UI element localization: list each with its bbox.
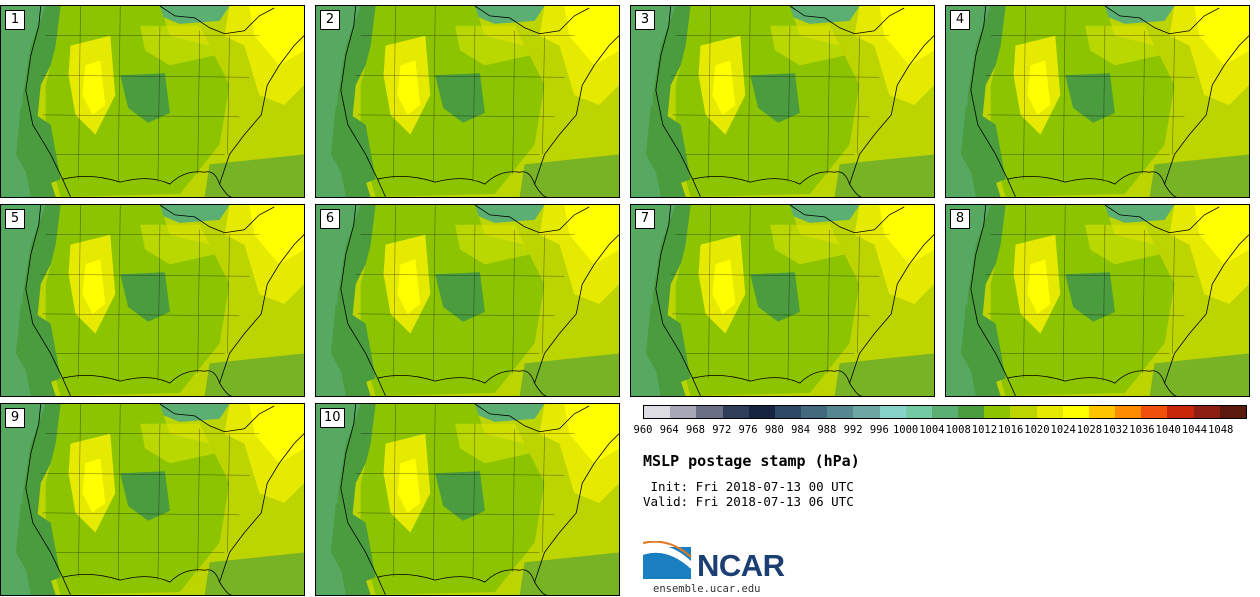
mslp-map <box>316 205 619 396</box>
member-number-label: 8 <box>950 209 970 229</box>
colorbar-tick: 996 <box>869 424 889 436</box>
colorbar-tick: 1012 <box>971 424 998 436</box>
colorbar-tick: 988 <box>817 424 837 436</box>
colorbar-tick: 972 <box>712 424 732 436</box>
member-number-label: 3 <box>635 10 655 30</box>
colorbar-swatch <box>722 406 749 418</box>
member-panel: 10 <box>315 403 620 596</box>
mslp-map <box>316 6 619 197</box>
colorbar-tick: 1048 <box>1208 424 1234 436</box>
member-panel: 9 <box>0 403 305 596</box>
colorbar-swatch <box>1062 406 1089 418</box>
colorbar-swatch <box>1088 406 1116 418</box>
colorbar-swatch <box>670 406 697 418</box>
colorbar-swatch <box>748 406 775 418</box>
ncar-logo-text: NCAR <box>697 548 785 583</box>
colorbar-swatch <box>827 406 854 418</box>
colorbar-tick: 992 <box>843 424 863 436</box>
member-number-label: 7 <box>635 209 655 229</box>
colorbar-swatch <box>774 406 802 418</box>
colorbar-swatch <box>984 406 1011 418</box>
valid-time-label: Valid: Fri 2018-07-13 06 UTC <box>643 494 854 509</box>
colorbar-swatch <box>801 406 828 418</box>
colorbar-swatch <box>853 406 880 418</box>
colorbar-tick: 1020 <box>1024 424 1050 436</box>
member-panel: 1 <box>0 5 305 198</box>
colorbar-tick: 964 <box>659 424 679 436</box>
member-number-label: 9 <box>5 408 25 428</box>
colorbar-swatch <box>1193 406 1220 418</box>
mslp-map <box>1 205 304 396</box>
mslp-colorbar <box>643 405 1247 419</box>
member-number-label: 10 <box>320 408 345 428</box>
colorbar-swatch <box>1219 406 1246 418</box>
member-panel: 4 <box>945 5 1250 198</box>
colorbar-tick: 968 <box>686 424 705 436</box>
colorbar-tick-labels: 960 964 968 972 976 980 984 988 992 996 1000 1004 10… <box>634 424 1247 438</box>
colorbar-tick: 1008 <box>945 424 971 436</box>
member-number-label: 1 <box>5 10 25 30</box>
member-number-label: 5 <box>5 209 25 229</box>
mslp-map <box>631 205 934 396</box>
colorbar-swatch <box>1115 406 1142 418</box>
colorbar-tick: 1004 <box>919 424 945 436</box>
ensemble-url: ensemble.ucar.edu <box>653 583 761 595</box>
mslp-map <box>1 6 304 197</box>
member-panel: 7 <box>630 204 935 397</box>
colorbar-tick: 1044 <box>1181 424 1208 436</box>
mslp-map <box>1 404 304 595</box>
colorbar-tick: 1040 <box>1155 424 1181 436</box>
colorbar-swatch <box>879 406 906 418</box>
mslp-map <box>316 404 619 595</box>
colorbar-swatch <box>905 406 932 418</box>
colorbar-swatch <box>1036 406 1063 418</box>
mslp-map <box>946 6 1249 197</box>
colorbar-tick: 1032 <box>1103 424 1129 436</box>
colorbar-tick: 976 <box>738 424 758 436</box>
colorbar-tick: 980 <box>764 424 784 436</box>
chart-title: MSLP postage stamp (hPa) <box>643 452 860 470</box>
mslp-map <box>631 6 934 197</box>
colorbar-swatch <box>1141 406 1168 418</box>
colorbar-tick: 1000 <box>892 424 919 436</box>
member-number-label: 4 <box>950 10 970 30</box>
colorbar-tick: 984 <box>791 424 811 436</box>
colorbar-tick: 1028 <box>1076 424 1103 436</box>
colorbar-tick: 1024 <box>1050 424 1076 436</box>
colorbar-swatch <box>931 406 959 418</box>
colorbar-tick: 960 <box>633 424 653 436</box>
colorbar-swatch <box>958 406 985 418</box>
colorbar-tick: 1036 <box>1129 424 1155 436</box>
ncar-logo-icon <box>643 541 692 579</box>
init-time-label: Init: Fri 2018-07-13 00 UTC <box>643 479 854 494</box>
member-number-label: 6 <box>320 209 340 229</box>
member-panel: 6 <box>315 204 620 397</box>
member-panel: 5 <box>0 204 305 397</box>
colorbar-swatch <box>1167 406 1194 418</box>
member-panel: 8 <box>945 204 1250 397</box>
colorbar-swatch <box>696 406 723 418</box>
member-panel: 2 <box>315 5 620 198</box>
member-number-label: 2 <box>320 10 340 30</box>
colorbar-swatch <box>1010 406 1037 418</box>
mslp-map <box>946 205 1249 396</box>
colorbar-tick: 1016 <box>997 424 1024 436</box>
colorbar-swatch <box>644 406 671 418</box>
member-panel: 3 <box>630 5 935 198</box>
